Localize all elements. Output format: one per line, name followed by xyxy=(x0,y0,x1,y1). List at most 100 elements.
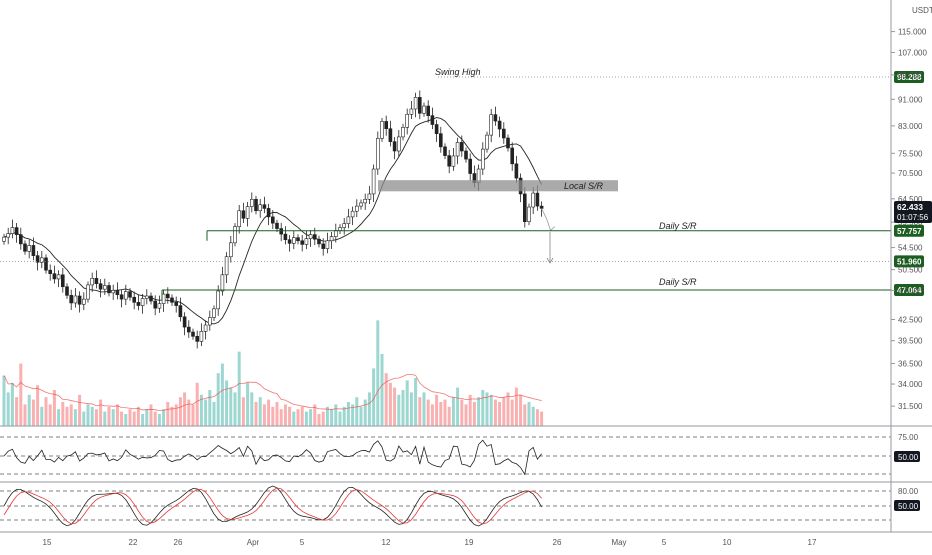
volume-bar xyxy=(258,397,262,426)
candle-body xyxy=(480,148,485,170)
candle-body xyxy=(392,141,397,152)
volume-bar xyxy=(241,397,245,426)
volume-bar xyxy=(107,406,111,426)
volume-bar xyxy=(52,390,56,426)
volume-bar xyxy=(275,402,279,426)
volume-bar xyxy=(36,385,40,426)
volume-bar xyxy=(216,373,220,426)
volume-bar xyxy=(498,402,502,426)
volume-bar xyxy=(477,397,481,426)
candle-body xyxy=(312,234,317,240)
candle-body xyxy=(443,146,447,156)
candle-body xyxy=(417,97,422,114)
rsi-level-badge xyxy=(894,451,920,462)
level-badge xyxy=(894,284,924,296)
candle-body xyxy=(388,128,393,142)
candle-body xyxy=(124,291,128,300)
projection-path xyxy=(541,208,555,232)
volume-bar xyxy=(313,404,317,426)
volume-bar xyxy=(199,394,203,426)
price-tick-label: 39.500 xyxy=(898,337,923,346)
volume-bar xyxy=(65,406,69,426)
volume-bar xyxy=(292,411,296,426)
candle-body xyxy=(329,236,334,242)
candle-body xyxy=(128,291,132,298)
candle-body xyxy=(375,138,380,170)
projection-arrow-icon xyxy=(546,232,554,264)
swing-high-label: Swing High xyxy=(435,67,481,77)
volume-bar xyxy=(103,411,107,426)
candle-body xyxy=(371,168,376,195)
volume-bar xyxy=(187,399,191,426)
candle-body xyxy=(220,274,225,292)
volume-bar xyxy=(514,387,518,426)
volume-bar xyxy=(94,409,98,426)
candle-body xyxy=(224,256,229,276)
volume-bar xyxy=(10,382,14,426)
candle-body xyxy=(539,205,544,209)
current-price-value: 62.433 xyxy=(897,202,923,212)
price-tick-label: 83.000 xyxy=(898,122,923,131)
volume-bar xyxy=(380,354,384,426)
candle-body xyxy=(304,238,309,245)
candle-body xyxy=(430,115,435,125)
candle-body xyxy=(145,295,149,299)
volume-bar xyxy=(397,394,401,426)
volume-bar xyxy=(262,404,266,426)
volume-bar xyxy=(220,363,224,426)
candle-body xyxy=(107,285,111,294)
candle-body xyxy=(111,290,115,294)
volume-bar xyxy=(493,399,497,426)
candle-body xyxy=(10,227,15,234)
volume-bar xyxy=(506,392,510,426)
price-tick-label: 64.500 xyxy=(898,195,923,204)
price-tick-label: 107.000 xyxy=(898,48,927,57)
volume-bar xyxy=(393,387,397,426)
time-tick-label: 26 xyxy=(174,538,183,547)
volume-bar xyxy=(414,378,418,426)
candle-body xyxy=(195,336,199,342)
volume-bar xyxy=(283,404,287,426)
candle-body xyxy=(140,298,145,306)
candle-body xyxy=(132,296,136,303)
volume-bar xyxy=(388,382,392,426)
candle-body xyxy=(73,295,78,304)
candle-body xyxy=(363,198,368,204)
volume-ma-line xyxy=(3,373,542,412)
price-tick-label: 36.500 xyxy=(898,360,923,369)
volume-bar xyxy=(237,351,241,426)
level-badge xyxy=(894,224,924,237)
volume-bar xyxy=(115,404,119,426)
volume-bar xyxy=(78,394,82,426)
volume-bar xyxy=(405,380,409,426)
volume-bar xyxy=(162,409,166,426)
candle-body xyxy=(531,192,536,208)
volume-bar xyxy=(334,404,338,426)
volume-bar xyxy=(300,406,304,426)
candle-body xyxy=(98,283,103,290)
volume-bar xyxy=(149,404,153,426)
candle-body xyxy=(468,158,473,174)
volume-bar xyxy=(376,320,380,426)
candle-body xyxy=(426,105,431,116)
volume-bar xyxy=(535,409,539,426)
volume-bar xyxy=(351,404,355,426)
volume-bar xyxy=(367,392,371,426)
candle-body xyxy=(191,331,195,337)
volume-bar xyxy=(136,406,140,426)
candle-body xyxy=(115,290,120,296)
candle-body xyxy=(82,298,86,305)
candle-body xyxy=(187,326,191,333)
volume-bar xyxy=(439,402,443,426)
candle-body xyxy=(44,257,48,271)
candle-body xyxy=(94,278,99,285)
candle-body xyxy=(464,150,468,160)
candle-body xyxy=(535,192,540,207)
volume-bar xyxy=(447,406,451,426)
volume-bar xyxy=(422,392,426,426)
volume-bar xyxy=(435,394,439,426)
volume-bar xyxy=(73,409,77,426)
price-tick-label: 70.500 xyxy=(898,169,923,178)
